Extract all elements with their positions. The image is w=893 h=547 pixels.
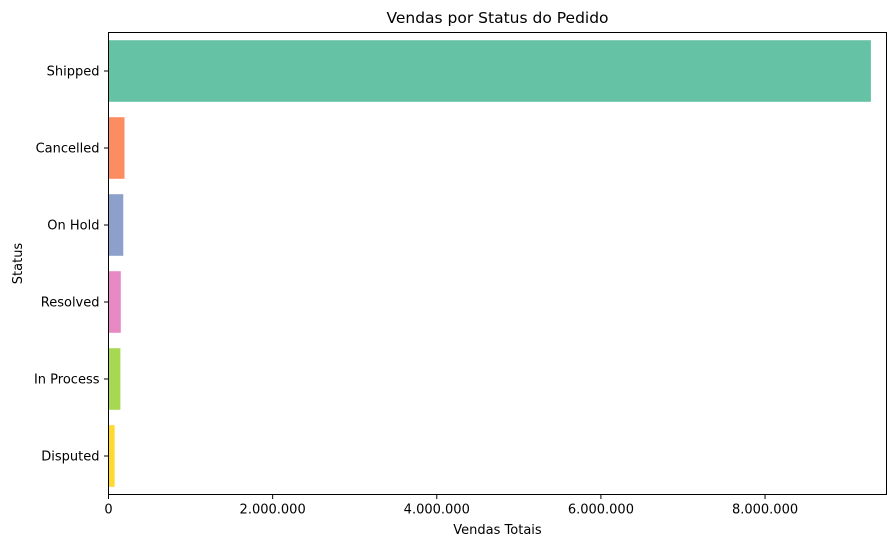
y-tick-label: Resolved xyxy=(41,296,100,311)
bar-resolved xyxy=(108,271,121,333)
bar-in-process xyxy=(108,348,121,410)
y-tick-label: Cancelled xyxy=(36,142,100,157)
y-tick-label: Shipped xyxy=(47,65,100,80)
x-tick-label: 0 xyxy=(104,503,112,518)
x-axis-label: Vendas Totais xyxy=(453,523,542,538)
y-axis-ticks: Shipped Cancelled On Hold Resolved In Proces… xyxy=(34,65,109,465)
y-tick-label: In Process xyxy=(34,373,100,388)
x-tick-label: 2.000.000 xyxy=(240,503,306,518)
x-tick-label: 4.000.000 xyxy=(404,503,470,518)
y-axis-label: Status xyxy=(11,243,26,285)
bar-disputed xyxy=(108,425,115,487)
bar-shipped xyxy=(108,40,871,102)
x-tick-label: 8.000.000 xyxy=(732,503,798,518)
y-tick-label: Disputed xyxy=(41,450,99,465)
y-tick-label: On Hold xyxy=(47,219,99,234)
plot-frame xyxy=(108,32,887,495)
bar-cancelled xyxy=(108,117,125,179)
bar-on-hold xyxy=(108,194,124,256)
x-tick-label: 6.000.000 xyxy=(568,503,634,518)
bars-group xyxy=(108,40,871,487)
chart-title: Vendas por Status do Pedido xyxy=(386,9,608,27)
x-axis-ticks: 0 2.000.000 4.000.000 6.000.000 8.000.000 xyxy=(104,494,798,518)
